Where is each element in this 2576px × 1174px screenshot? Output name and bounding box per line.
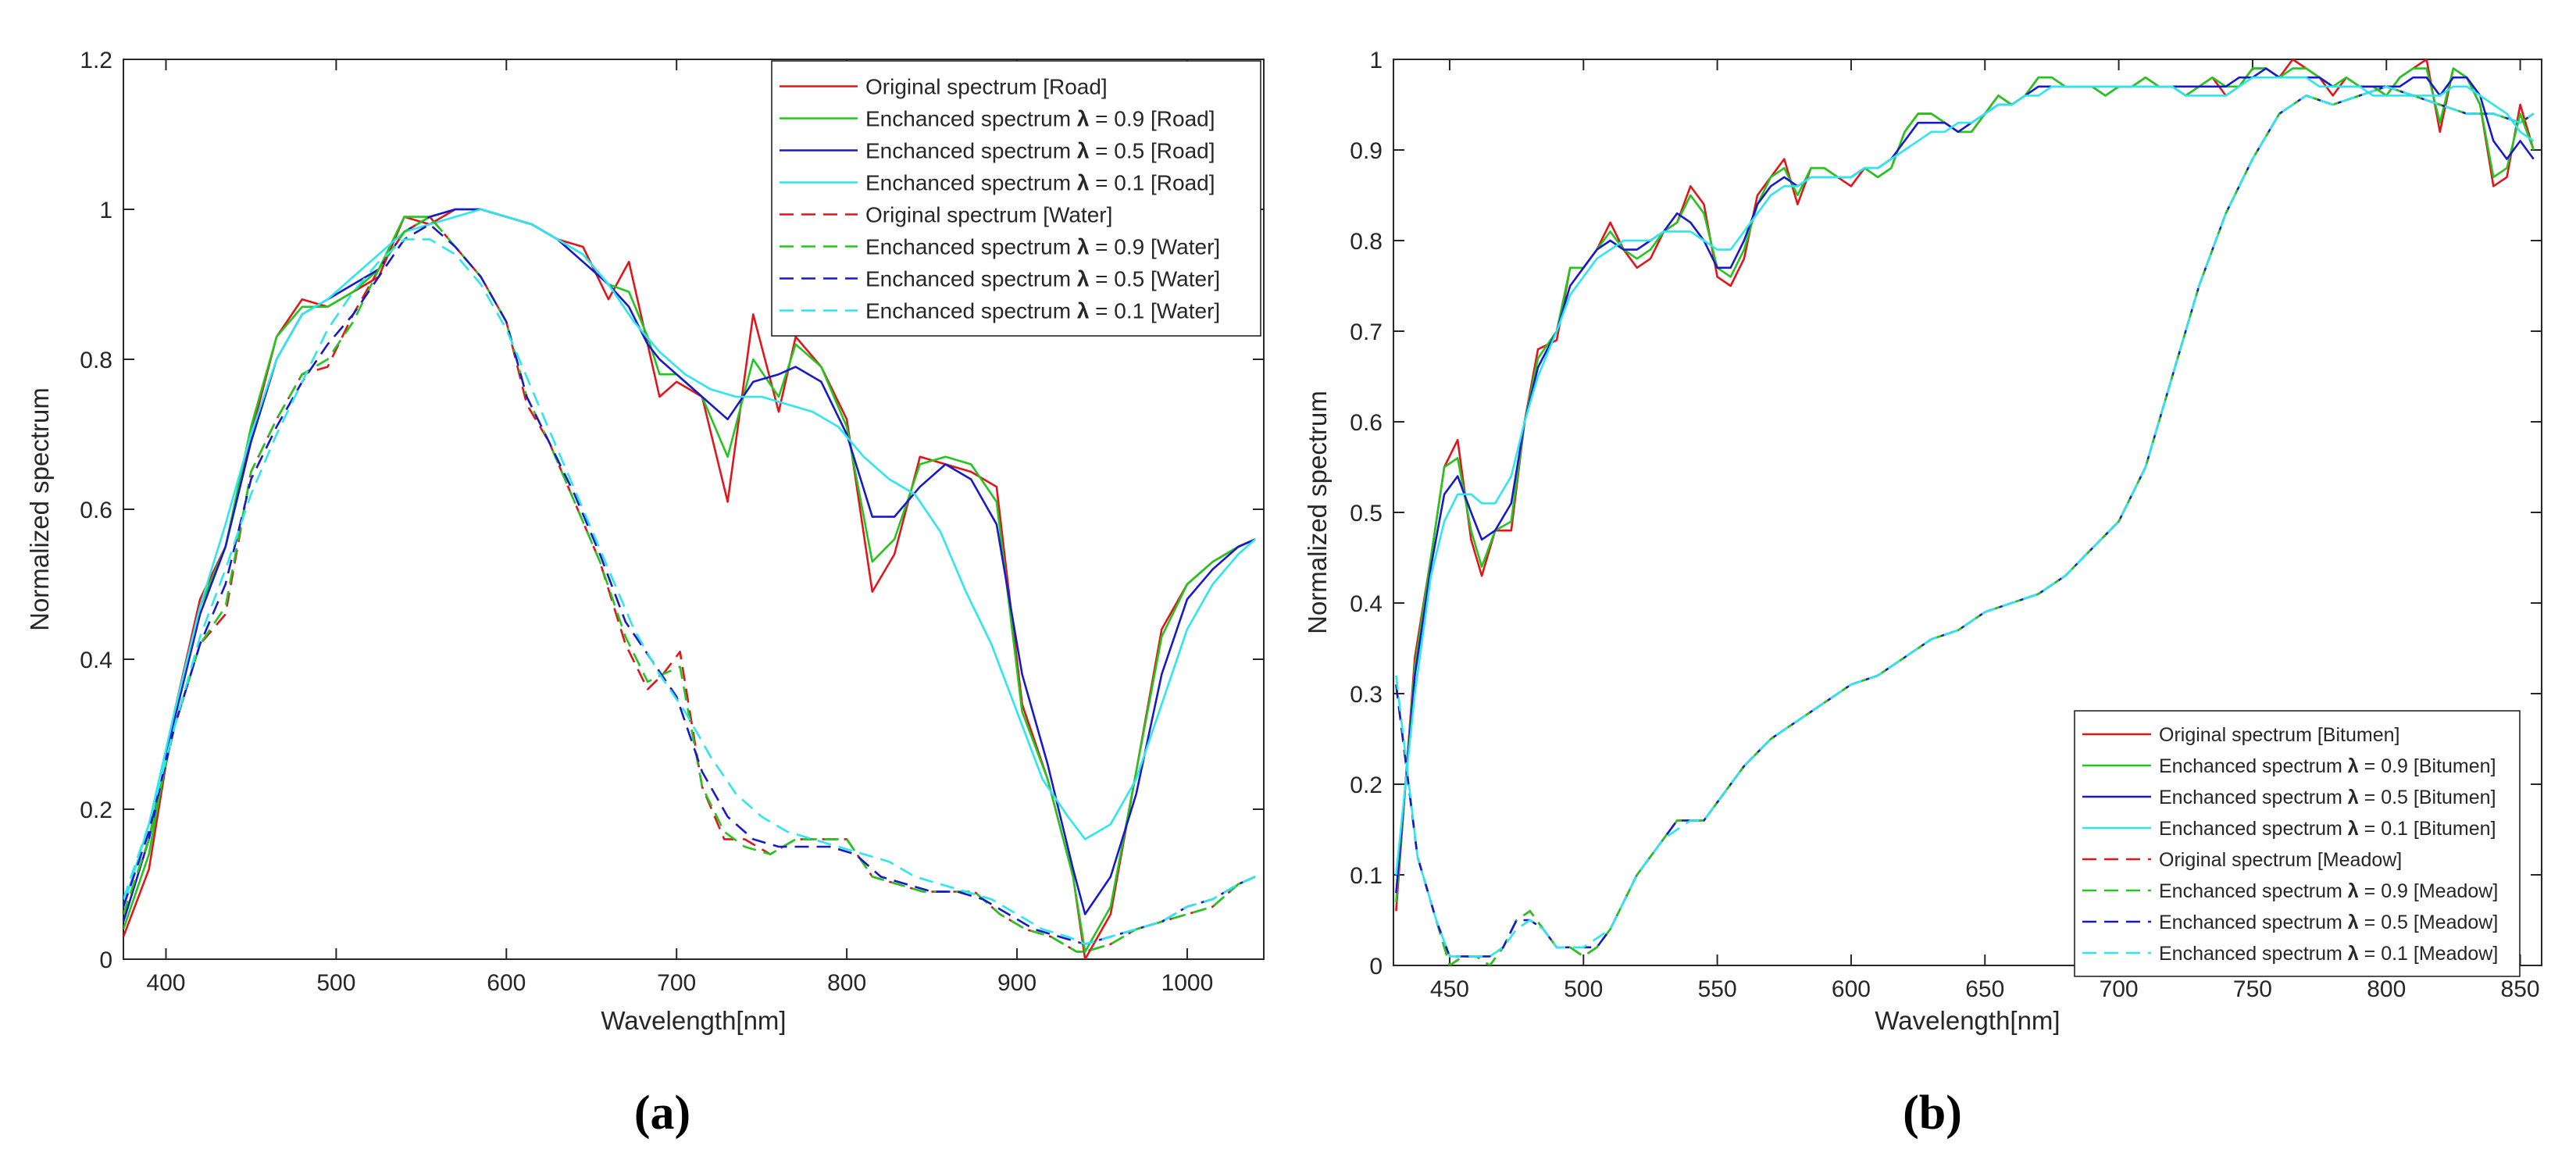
- legend-box: [771, 60, 1261, 337]
- series-line: [1395, 85, 2535, 958]
- panel-label: (b): [1903, 1087, 1962, 1140]
- series-line: [123, 208, 1256, 908]
- legend-entry-label: Enchanced spectrum λ = 0.9 [Water]: [865, 235, 1220, 259]
- y-tick-label: 0.4: [1350, 591, 1383, 617]
- x-tick-label: 550: [1698, 976, 1737, 1002]
- legend-entry-label: Enchanced spectrum λ = 0.5 [Water]: [865, 267, 1220, 291]
- x-tick-label: 500: [316, 970, 355, 996]
- x-tick-label: 700: [657, 970, 696, 996]
- legend-entry-label: Original spectrum [Road]: [865, 75, 1108, 99]
- series-group: [1395, 59, 2535, 965]
- series-line: [123, 223, 1256, 946]
- legend-entry-label: Enchanced spectrum λ = 0.1 [Water]: [865, 299, 1220, 323]
- x-tick-label: 800: [2367, 976, 2406, 1002]
- x-tick-label: 450: [1430, 976, 1469, 1002]
- legend-entry-label: Original spectrum [Meadow]: [2159, 849, 2402, 871]
- x-tick-label: 850: [2501, 976, 2540, 1002]
- y-axis-label: Normalized spectrum: [1303, 391, 1332, 634]
- y-tick-label: 0.1: [1350, 863, 1383, 889]
- legend: Original spectrum [Bitumen] Enchanced spe…: [2074, 710, 2521, 977]
- y-tick-label: 0.8: [1350, 229, 1383, 255]
- legend-entry-label: Enchanced spectrum λ = 0.9 [Road]: [865, 107, 1215, 131]
- panel-label: (a): [634, 1087, 690, 1140]
- legend: Original spectrum [Road] Enchanced spectr…: [771, 60, 1261, 337]
- chart-panel-b: 450 500 550 600 650 700 750 800 850 0 0.1 0.2 0.3 0.4…: [1303, 48, 2542, 1140]
- legend-entry-label: Original spectrum [Water]: [865, 203, 1112, 227]
- y-tick-label: 0.2: [1350, 773, 1383, 798]
- legend-entry-label: Enchanced spectrum λ = 0.1 [Road]: [865, 171, 1215, 195]
- y-tick-label: 1: [99, 198, 112, 223]
- y-tick-label: 0.9: [1350, 138, 1383, 164]
- series-line: [1395, 76, 2535, 876]
- legend-entry-label: Enchanced spectrum λ = 0.9 [Meadow]: [2159, 880, 2498, 902]
- y-tick-label: 0.6: [1350, 410, 1383, 436]
- legend-entry-label: Enchanced spectrum λ = 0.1 [Meadow]: [2159, 943, 2498, 965]
- series-line: [123, 216, 1256, 953]
- x-tick-label: 900: [997, 970, 1036, 996]
- y-tick-label: 0.2: [80, 798, 112, 823]
- x-tick-label: 650: [1965, 976, 2004, 1002]
- y-tick-label: 1.2: [80, 48, 112, 73]
- x-tick-label: 600: [487, 970, 526, 996]
- legend-entry-label: Original spectrum [Bitumen]: [2159, 724, 2399, 746]
- y-tick-label: 0.8: [80, 348, 112, 373]
- legend-entry-label: Enchanced spectrum λ = 0.1 [Bitumen]: [2159, 818, 2496, 840]
- series-group: [123, 208, 1256, 959]
- y-tick-label: 0: [1369, 954, 1383, 980]
- x-tick-label: 400: [146, 970, 185, 996]
- y-tick-label: 0.6: [80, 498, 112, 523]
- y-tick-label: 0.7: [1350, 319, 1383, 345]
- chart-panel-a: 400 500 600 700 800 900 1000 0 0.2 0.4 0.6 0.8 1 1.2 W…: [25, 48, 1265, 1140]
- x-tick-label: 600: [1832, 976, 1871, 1002]
- legend-entry-label: Enchanced spectrum λ = 0.9 [Bitumen]: [2159, 755, 2496, 777]
- y-tick-label: 0: [99, 947, 112, 973]
- legend-entry-label: Enchanced spectrum λ = 0.5 [Road]: [865, 139, 1215, 163]
- y-axis-label: Normalized spectrum: [25, 387, 54, 631]
- x-tick-label: 800: [827, 970, 866, 996]
- legend-entry-label: Enchanced spectrum λ = 0.5 [Bitumen]: [2159, 787, 2496, 808]
- x-axis-label: Wavelength[nm]: [1875, 1006, 2060, 1035]
- y-tick-label: 0.3: [1350, 682, 1383, 708]
- x-tick-label: 500: [1564, 976, 1603, 1002]
- y-tick-label: 1: [1369, 48, 1383, 73]
- x-axis-label: Wavelength[nm]: [601, 1006, 786, 1035]
- x-tick-label: 1000: [1161, 970, 1214, 996]
- legend-box: [2074, 710, 2521, 977]
- y-tick-label: 0.4: [80, 648, 112, 673]
- x-tick-label: 750: [2233, 976, 2272, 1002]
- y-tick-label: 0.5: [1350, 501, 1383, 526]
- x-tick-label: 700: [2100, 976, 2139, 1002]
- series-line: [123, 238, 1256, 946]
- legend-entry-label: Enchanced spectrum λ = 0.5 [Meadow]: [2159, 912, 2498, 933]
